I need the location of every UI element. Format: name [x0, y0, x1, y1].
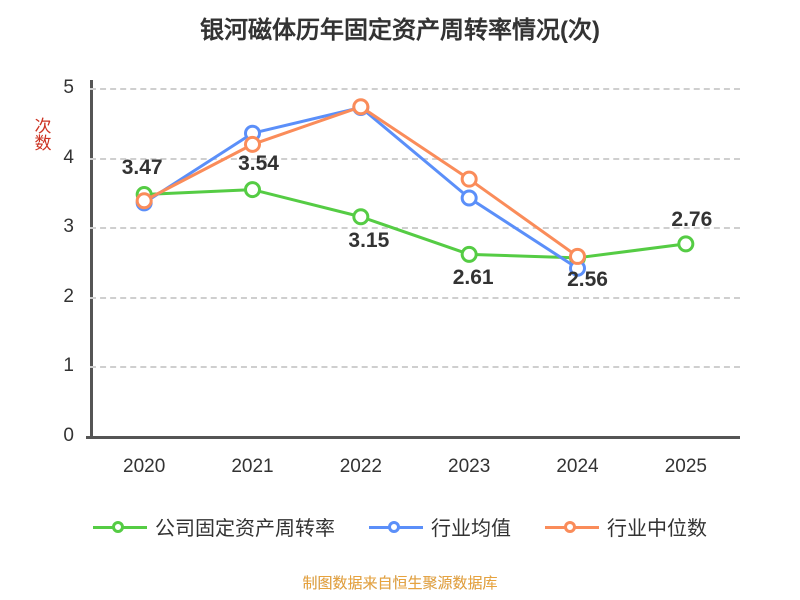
data-point — [677, 235, 695, 253]
legend-label: 公司固定资产周转率 — [155, 518, 335, 540]
data-label: 3.54 — [238, 151, 279, 175]
x-tick-label: 2021 — [231, 456, 274, 477]
data-point — [244, 181, 261, 199]
legend: 公司固定资产周转率 行业均值 行业中位数 — [0, 512, 800, 541]
grid-line — [90, 88, 740, 90]
y-axis-label: 次数 — [34, 117, 52, 153]
y-tick-label: 2 — [63, 285, 74, 307]
y-axis — [90, 80, 93, 439]
x-axis — [86, 436, 740, 439]
legend-item[interactable]: 行业均值 — [369, 512, 511, 541]
legend-marker-icon — [545, 518, 599, 536]
series-layer — [135, 98, 695, 277]
x-tick-label: 2020 — [123, 456, 166, 477]
watermark-text: 制图数据来自恒生聚源数据库 — [302, 575, 498, 592]
footer-credit: 制图数据来自恒生聚源数据库 — [302, 575, 498, 592]
plot-area: 0 1 2 3 4 5 2020 2021 2022 2023 2024 2025 3.47 3.54 3.… — [63, 77, 740, 477]
series-line — [144, 188, 687, 260]
data-label: 3.47 — [121, 156, 163, 180]
x-tick-label: 2024 — [556, 456, 599, 477]
data-point — [135, 192, 153, 210]
data-label: 2.61 — [452, 266, 494, 290]
grid-line — [90, 227, 740, 230]
legend-label: 行业中位数 — [607, 518, 707, 540]
y-tick-label: 3 — [63, 216, 74, 238]
data-point — [352, 98, 370, 116]
grid-line — [90, 296, 740, 299]
data-point — [460, 189, 478, 207]
x-tick-label: 2023 — [448, 456, 491, 477]
data-point — [569, 247, 586, 265]
grid-line — [90, 157, 740, 160]
data-label: 3.15 — [348, 228, 390, 252]
legend-label: 行业均值 — [431, 518, 511, 540]
data-point — [460, 170, 478, 188]
data-label: 2.56 — [567, 267, 608, 291]
legend-item[interactable]: 行业中位数 — [545, 512, 707, 541]
legend-marker-icon — [369, 518, 423, 536]
grid-line — [90, 366, 740, 369]
y-tick-label: 0 — [63, 425, 74, 446]
x-tick-label: 2022 — [339, 456, 382, 477]
data-point — [244, 135, 261, 153]
legend-item[interactable]: 公司固定资产周转率 — [93, 512, 335, 541]
data-point — [460, 245, 478, 263]
y-tick-label: 4 — [63, 146, 74, 168]
data-point — [352, 208, 370, 226]
data-label: 2.76 — [671, 207, 713, 231]
x-tick-label: 2025 — [664, 456, 707, 477]
page-title: 银河磁体历年固定资产周转率情况(次) — [200, 17, 600, 44]
y-tick-label: 1 — [63, 355, 74, 377]
y-tick-label: 5 — [63, 77, 74, 98]
legend-marker-icon — [93, 518, 147, 536]
